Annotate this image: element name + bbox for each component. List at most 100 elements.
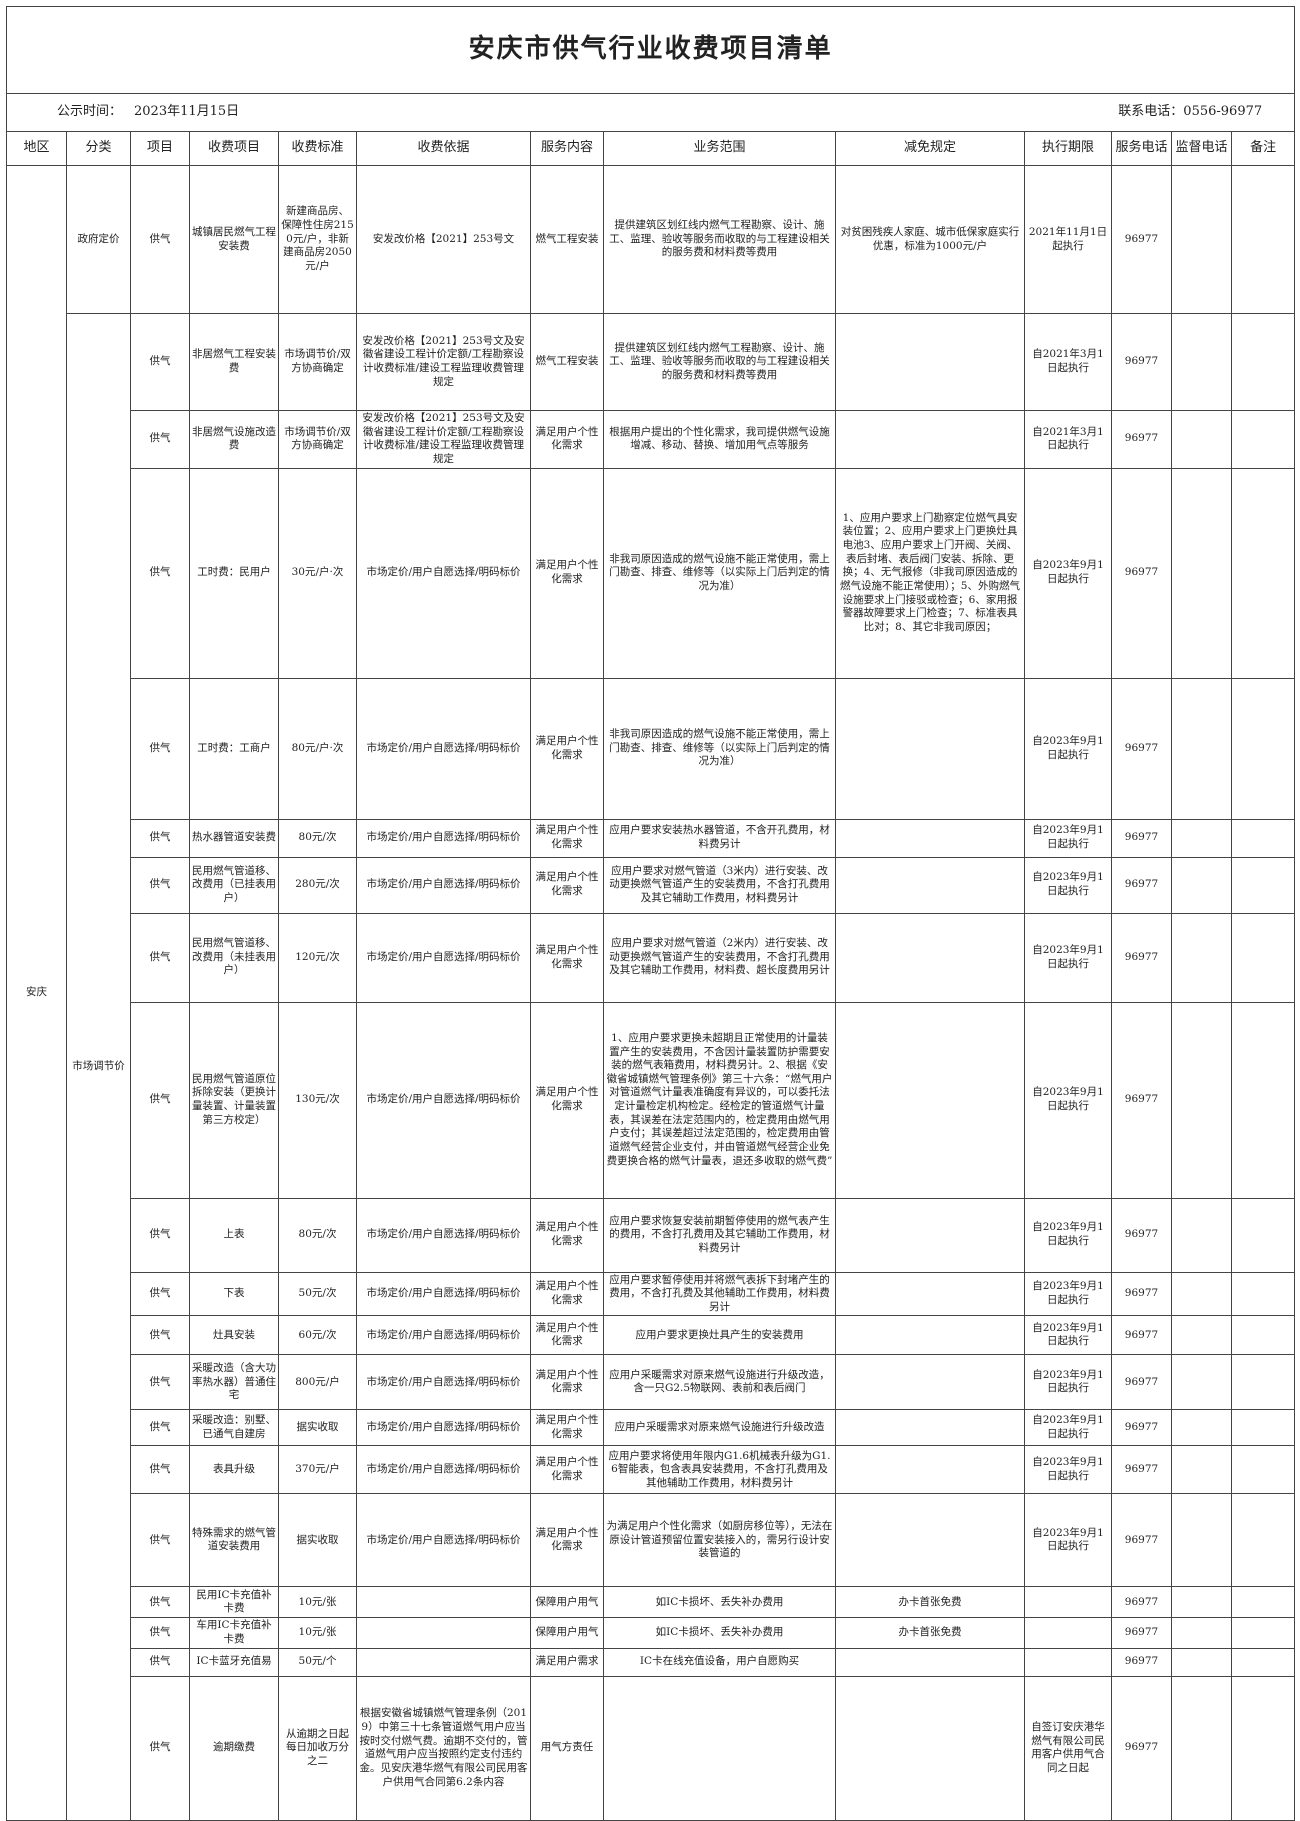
cell-name: 工时费：工商户	[189, 677, 279, 820]
column-header: 收费标准	[278, 131, 357, 166]
fee-row: 供气 民用燃气管道移、改费用（未挂表用户） 120元/次 市场定价/用户自愿选择/明码…	[7, 912, 1296, 1003]
info-row: 公示时间： 2023年11月15日 联系电话：0556-96977	[5, 93, 1296, 132]
cell-note	[1230, 1647, 1296, 1677]
cell-standard: 130元/次	[278, 1001, 357, 1199]
cell-service: 满足用户个性化需求	[530, 1271, 604, 1317]
fee-row: 供气 采暖改造：别墅、已通气自建房 据实收取 市场定价/用户自愿选择/明码标价 满足用户…	[7, 1409, 1296, 1447]
cell-service: 满足用户个性化需求	[530, 1445, 604, 1495]
cell-phone: 96977	[1111, 1675, 1172, 1821]
cell-scope: 为满足用户个性化需求（如厨房移位等），无法在原设计管道预留位置安装接入的，需另行…	[603, 1493, 836, 1588]
cell-relief	[835, 1271, 1025, 1317]
cell-service: 满足用户个性化需求	[530, 467, 604, 679]
column-header: 项目	[130, 131, 190, 166]
cell-note	[1230, 1197, 1296, 1273]
cell-name: 采暖改造：别墅、已通气自建房	[189, 1409, 279, 1447]
cell-note	[1230, 1271, 1296, 1317]
cell-service: 满足用户个性化需求	[530, 1315, 604, 1356]
cell-phone: 96977	[1111, 856, 1172, 914]
cell-supervise	[1171, 1617, 1232, 1649]
cell-item: 供气	[130, 1315, 190, 1356]
fee-row: 安庆 政府定价 供气 城镇居民燃气工程安装费 新建商品房、保障性住房2150元/户，非新…	[6, 165, 1296, 1821]
fee-row: 供气 民用燃气管道原位拆除安装（更换计量装置、计量装置第三方校定） 130元/次 市场…	[7, 1001, 1296, 1199]
cell-supervise	[1171, 1675, 1232, 1821]
cell-period: 自2023年9月1日起执行	[1024, 1445, 1112, 1495]
cell-standard: 80元/次	[278, 818, 357, 858]
cell-supervise	[1171, 912, 1232, 1003]
cell-service: 满足用户个性化需求	[530, 410, 604, 469]
cell-basis: 市场定价/用户自愿选择/明码标价	[356, 1271, 531, 1317]
cell-name: 民用燃气管道移、改费用（未挂表用户）	[189, 912, 279, 1003]
cell-phone: 96977	[1111, 1001, 1172, 1199]
cell-relief	[835, 856, 1025, 914]
cell-note	[1230, 410, 1296, 469]
cell-service: 满足用户个性化需求	[530, 1001, 604, 1199]
fee-row: 供气 民用IC卡充值补卡费 10元/张 保障用户用气 如IC卡损坏、丢失补办费用 办卡首张…	[7, 1586, 1296, 1619]
cell-relief	[835, 1409, 1025, 1447]
cell-relief	[835, 1197, 1025, 1273]
cell-supervise	[1171, 1586, 1232, 1619]
cell-period: 自2023年9月1日起执行	[1024, 1197, 1112, 1273]
cell-relief	[835, 818, 1025, 858]
cell-standard: 据实收取	[278, 1409, 357, 1447]
cell-basis: 市场定价/用户自愿选择/明码标价	[356, 1001, 531, 1199]
cell-basis: 市场定价/用户自愿选择/明码标价	[356, 1493, 531, 1588]
cell-period: 自2023年9月1日起执行	[1024, 1315, 1112, 1356]
cell-scope: 应用户要求安装热水器管道，不含开孔费用，材料费另计	[603, 818, 836, 858]
cell-service: 满足用户个性化需求	[530, 1354, 604, 1411]
cell-item: 供气	[130, 1001, 190, 1199]
cell-basis	[356, 1586, 531, 1619]
cell-period	[1024, 1586, 1112, 1619]
cell-scope: 非我司原因造成的燃气设施不能正常使用，需上门勘查、排查、维修等（以实际上门后判定…	[603, 467, 836, 679]
fee-row: 供气 车用IC卡充值补卡费 10元/张 保障用户用气 如IC卡损坏、丢失补办费用 办卡首张…	[7, 1617, 1296, 1649]
cell-supervise	[1171, 1493, 1232, 1588]
fee-row: 供气 灶具安装 60元/次 市场定价/用户自愿选择/明码标价 满足用户个性化需求 应用户要…	[7, 1315, 1296, 1356]
cell-basis	[356, 1647, 531, 1677]
cell-service: 满足用户个性化需求	[530, 1493, 604, 1588]
fee-table: 安庆市供气行业收费项目清单 公示时间： 2023年11月15日 联系电话：0556…	[5, 6, 1296, 1821]
cell-item: 供气	[130, 1493, 190, 1588]
cell-note	[1230, 818, 1296, 858]
fee-row: 供气 上表 80元/次 市场定价/用户自愿选择/明码标价 满足用户个性化需求 应用户要求恢…	[7, 1197, 1296, 1273]
cell-item: 供气	[130, 856, 190, 914]
cell-basis: 市场定价/用户自愿选择/明码标价	[356, 677, 531, 820]
cell-relief	[835, 1445, 1025, 1495]
cell-item: 供气	[130, 1409, 190, 1447]
cell-phone: 96977	[1111, 1445, 1172, 1495]
fee-row: 供气 逾期缴费 从逾期之日起每日加收万分之二 根据安徽省城镇燃气管理条例（2019）中…	[7, 1675, 1296, 1821]
cell-name: 民用IC卡充值补卡费	[189, 1586, 279, 1619]
cell-item: 供气	[130, 1445, 190, 1495]
cell-standard: 370元/户	[278, 1445, 357, 1495]
cell-note	[1230, 1586, 1296, 1619]
cell-note	[1230, 165, 1296, 314]
cell-service: 满足用户个性化需求	[530, 1409, 604, 1447]
phone: 0556-96977	[1183, 104, 1263, 120]
column-header: 分类	[66, 131, 131, 166]
cell-standard: 30元/户·次	[278, 467, 357, 679]
cell-service: 满足用户个性化需求	[530, 677, 604, 820]
cell-standard: 60元/次	[278, 1315, 357, 1356]
cell-phone: 96977	[1111, 1271, 1172, 1317]
cell-period: 自2023年9月1日起执行	[1024, 856, 1112, 914]
cell-item: 供气	[130, 1647, 190, 1677]
cell-period: 自2023年9月1日起执行	[1024, 1271, 1112, 1317]
cell-note	[1230, 1354, 1296, 1411]
cell-item: 供气	[130, 818, 190, 858]
cell-phone: 96977	[1111, 1617, 1172, 1649]
cell-standard: 280元/次	[278, 856, 357, 914]
cell-period: 自2023年9月1日起执行	[1024, 818, 1112, 858]
cell-period: 自2023年9月1日起执行	[1024, 912, 1112, 1003]
fee-row: 供气 工时费：工商户 80元/户·次 市场定价/用户自愿选择/明码标价 满足用户个性化需…	[7, 677, 1296, 820]
cell-service: 保障用户用气	[530, 1617, 604, 1649]
cell-scope: 应用户要求对燃气管道（2米内）进行安装、改动更换燃气管道产生的安装费用，不含打孔…	[603, 912, 836, 1003]
cell-standard: 从逾期之日起每日加收万分之二	[278, 1675, 357, 1821]
cell-relief	[835, 677, 1025, 820]
cell-item: 供气	[130, 467, 190, 679]
cell-scope: 应用户要求将使用年限内G1.6机械表升级为G1.6智能表，包含表具安装费用，不含…	[603, 1445, 836, 1495]
cell-phone: 96977	[1111, 313, 1172, 411]
cell-note	[1230, 467, 1296, 679]
cell-supervise	[1171, 677, 1232, 820]
cell-supervise	[1171, 1647, 1232, 1677]
cell-phone: 96977	[1111, 1315, 1172, 1356]
cell-basis: 安发改价格【2021】253号文及安徽省建设工程计价定额/工程勘察设计收费标准/…	[356, 313, 531, 411]
cell-item: 供气	[130, 410, 190, 469]
